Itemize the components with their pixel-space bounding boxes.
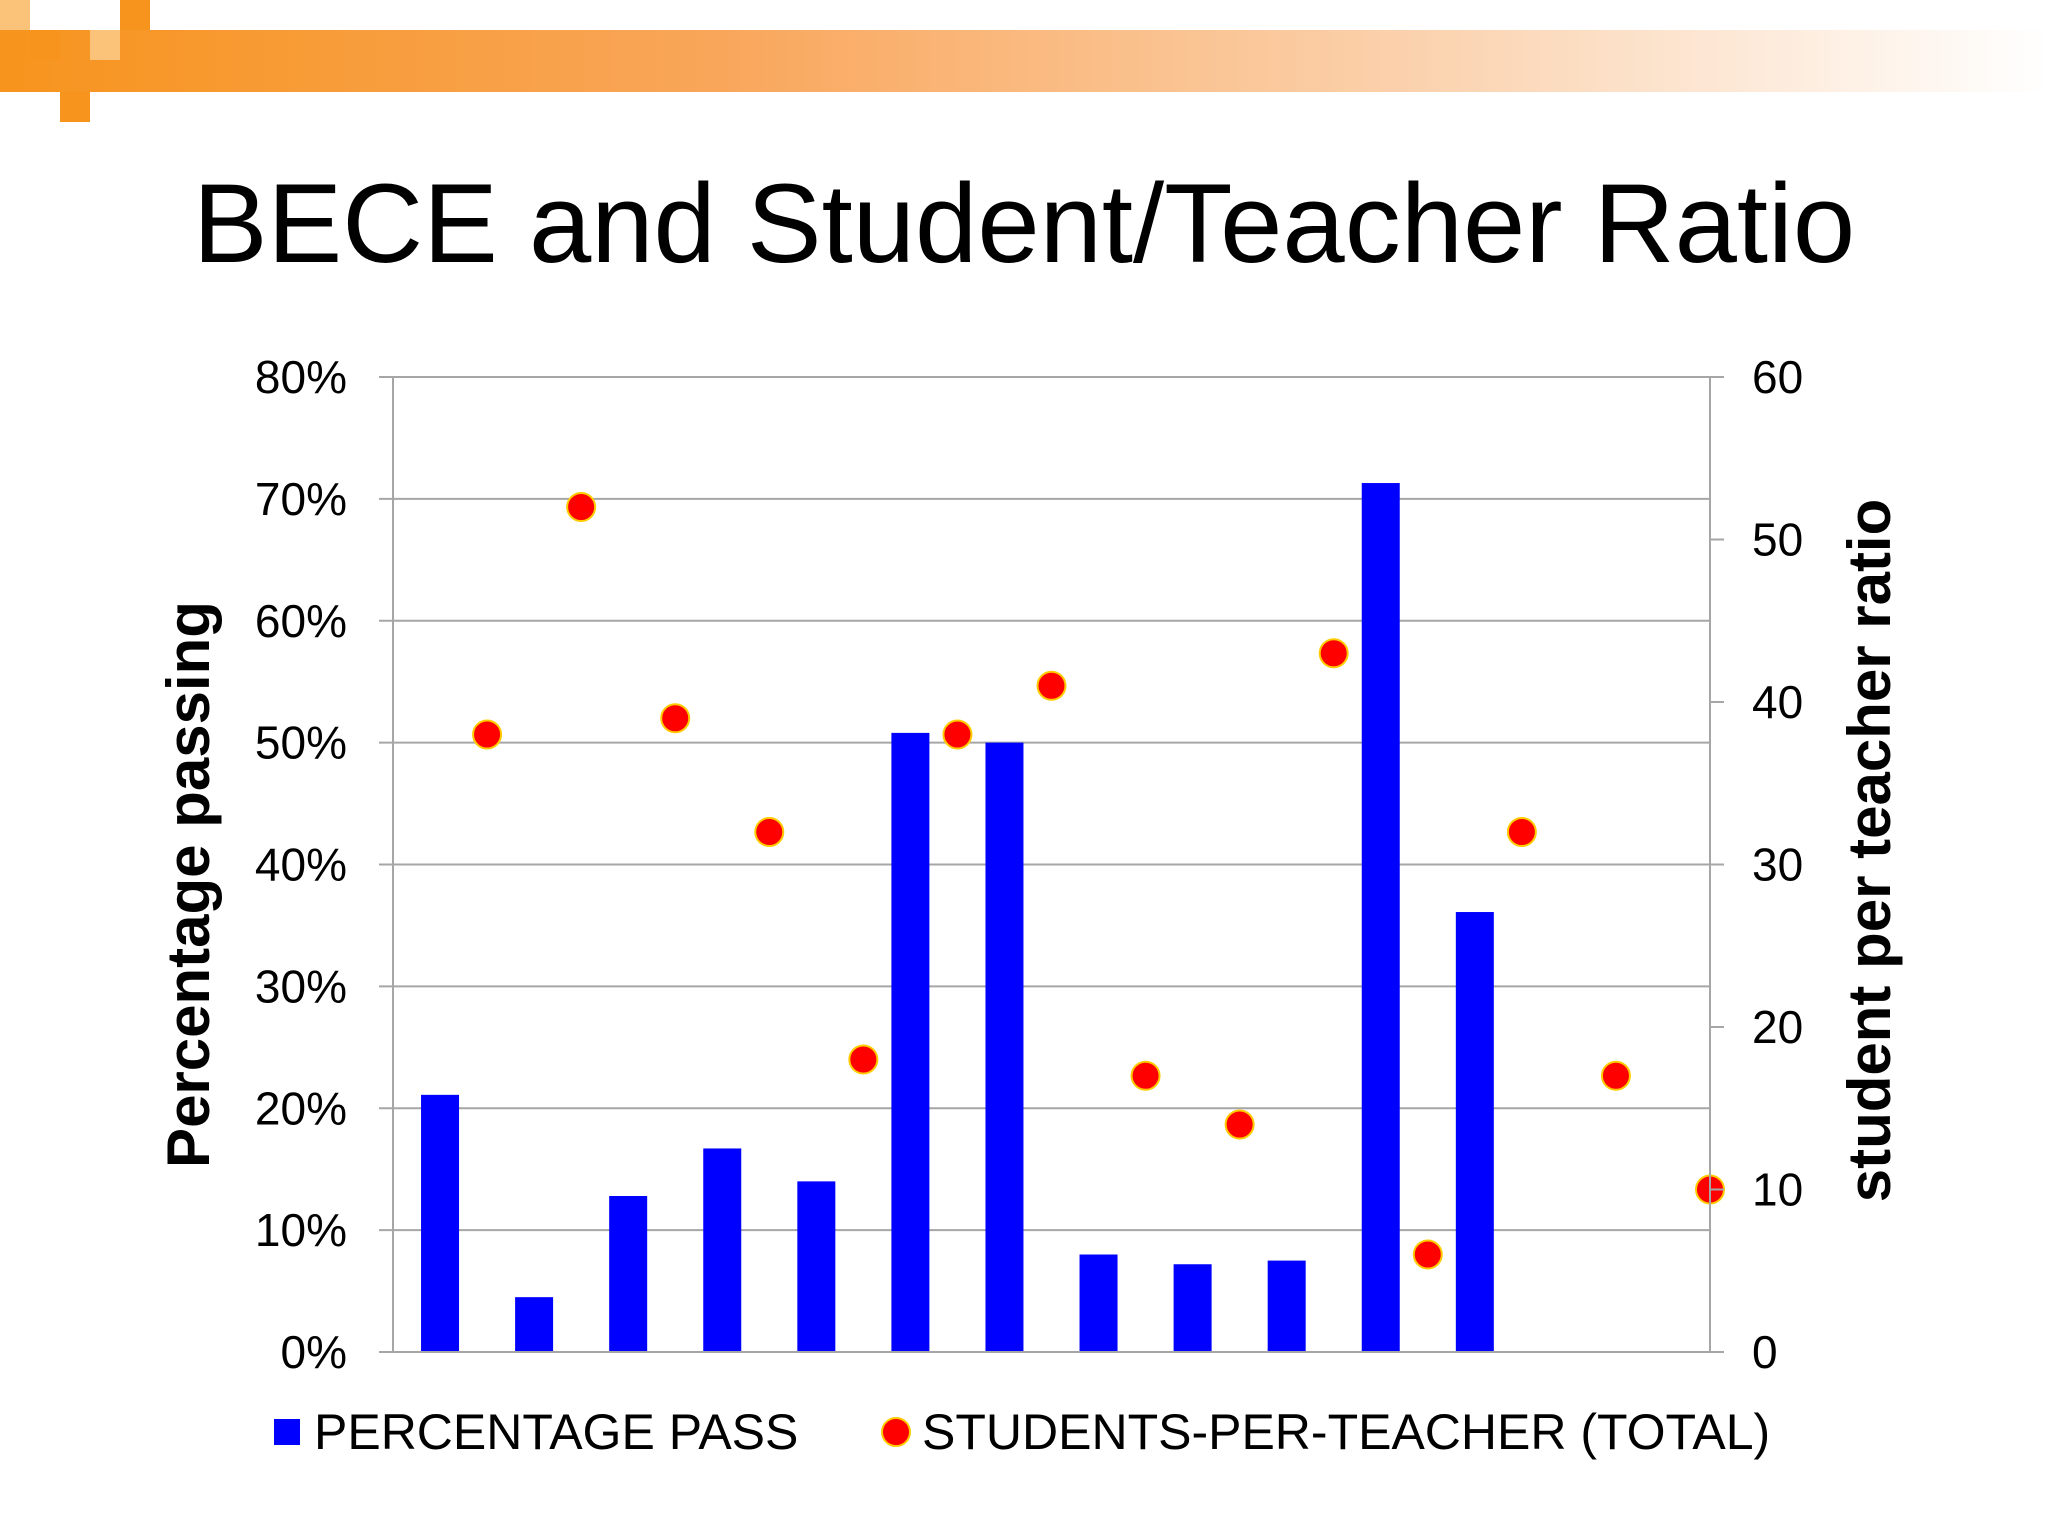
- data-point: [1318, 638, 1349, 669]
- y-tick-label: 40%: [255, 839, 347, 891]
- y2-tick-label: 30: [1752, 839, 1803, 891]
- bar: [515, 1297, 554, 1352]
- y-tick-label: 70%: [255, 473, 347, 525]
- banner-square-1: [0, 0, 30, 30]
- legend-label-dot: STUDENTS-PER-TEACHER (TOTAL): [922, 1404, 1770, 1460]
- bar: [1361, 483, 1400, 1352]
- bar: [1173, 1264, 1212, 1352]
- bar: [609, 1196, 648, 1352]
- legend-swatch-bar: [274, 1419, 300, 1445]
- legend-swatch-dot: [881, 1417, 911, 1447]
- data-point: [942, 719, 973, 750]
- bar: [703, 1148, 742, 1352]
- y2-axis-title: student per teacher ratio: [1836, 499, 1903, 1203]
- data-point: [1412, 1239, 1443, 1270]
- header-banner: [0, 30, 2048, 92]
- bar: [1455, 912, 1494, 1352]
- bar: [421, 1094, 460, 1352]
- data-point: [1600, 1060, 1631, 1091]
- y-tick-label: 20%: [255, 1082, 347, 1134]
- data-point: [1506, 817, 1537, 847]
- banner-square-5: [120, 0, 150, 30]
- y2-tick-label: 0: [1752, 1326, 1778, 1378]
- y-tick-label: 10%: [255, 1204, 347, 1256]
- data-point: [566, 492, 597, 522]
- data-point: [660, 703, 691, 734]
- data-point: [1130, 1060, 1161, 1091]
- y-tick-label: 0%: [281, 1326, 347, 1378]
- banner-square-2: [30, 30, 60, 60]
- y-tick-label: 30%: [255, 960, 347, 1012]
- bar: [985, 742, 1024, 1352]
- y2-tick-label: 40: [1752, 676, 1803, 728]
- bar: [797, 1181, 836, 1352]
- y2-tick-label: 50: [1752, 514, 1803, 566]
- bar: [1267, 1260, 1306, 1352]
- data-point: [1224, 1109, 1255, 1140]
- y2-tick-label: 10: [1752, 1164, 1803, 1216]
- slide-title: BECE and Student/Teacher Ratio: [192, 161, 1856, 286]
- data-point: [754, 817, 785, 847]
- legend-label-bar: PERCENTAGE PASS: [314, 1404, 798, 1460]
- y-axis-title: Percentage passing: [155, 601, 222, 1168]
- y2-tick-label: 60: [1752, 351, 1803, 403]
- y2-tick-label: 20: [1752, 1001, 1803, 1053]
- banner-square-4: [90, 30, 120, 60]
- bar: [891, 732, 930, 1352]
- bar: [1079, 1254, 1118, 1352]
- banner-square-3: [60, 92, 90, 122]
- y-tick-label: 60%: [255, 595, 347, 647]
- data-point: [472, 719, 503, 750]
- y-tick-label: 50%: [255, 717, 347, 769]
- data-point: [1036, 670, 1067, 701]
- data-point: [848, 1044, 879, 1075]
- y-tick-label: 80%: [255, 351, 347, 403]
